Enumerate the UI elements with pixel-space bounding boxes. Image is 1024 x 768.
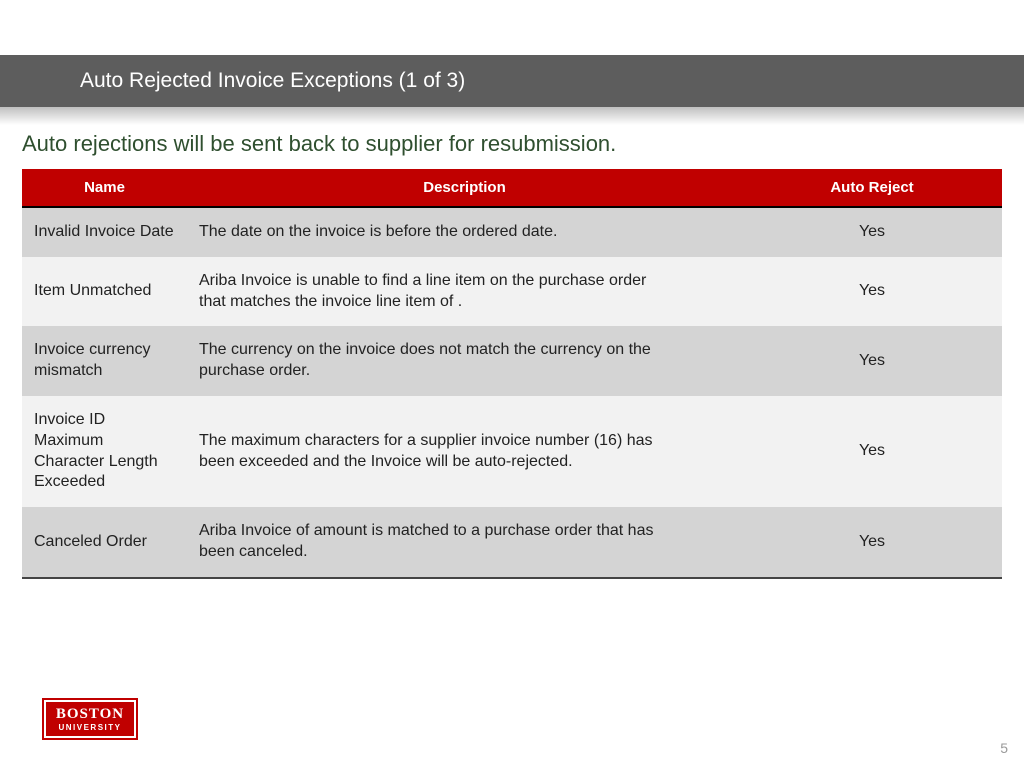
cell-description: The date on the invoice is before the or… — [187, 207, 742, 257]
cell-description: The currency on the invoice does not mat… — [187, 326, 742, 396]
logo-line-1: BOSTON — [56, 707, 124, 722]
title-shadow — [0, 107, 1024, 125]
subtitle: Auto rejections will be sent back to sup… — [0, 125, 1024, 169]
cell-name: Invalid Invoice Date — [22, 207, 187, 257]
title-bar: Auto Rejected Invoice Exceptions (1 of 3… — [0, 55, 1024, 107]
cell-auto-reject: Yes — [742, 396, 1002, 507]
cell-name: Invoice ID Maximum Character Length Exce… — [22, 396, 187, 507]
cell-description: The maximum characters for a supplier in… — [187, 396, 742, 507]
boston-university-logo: BOSTON UNIVERSITY — [42, 698, 138, 740]
table-row: Invalid Invoice Date The date on the inv… — [22, 207, 1002, 257]
logo-line-2: UNIVERSITY — [58, 724, 121, 732]
cell-auto-reject: Yes — [742, 257, 1002, 327]
cell-auto-reject: Yes — [742, 507, 1002, 578]
table-row: Invoice currency mismatch The currency o… — [22, 326, 1002, 396]
col-header-name: Name — [22, 169, 187, 207]
table-row: Canceled Order Ariba Invoice of amount i… — [22, 507, 1002, 578]
page-number: 5 — [1000, 740, 1008, 756]
top-spacer — [0, 0, 1024, 55]
col-header-auto-reject: Auto Reject — [742, 169, 1002, 207]
cell-name: Canceled Order — [22, 507, 187, 578]
cell-name: Invoice currency mismatch — [22, 326, 187, 396]
cell-auto-reject: Yes — [742, 326, 1002, 396]
slide-title: Auto Rejected Invoice Exceptions (1 of 3… — [80, 69, 465, 93]
col-header-description: Description — [187, 169, 742, 207]
cell-description: Ariba Invoice of amount is matched to a … — [187, 507, 742, 578]
table-row: Item Unmatched Ariba Invoice is unable t… — [22, 257, 1002, 327]
table-row: Invoice ID Maximum Character Length Exce… — [22, 396, 1002, 507]
exceptions-table: Name Description Auto Reject Invalid Inv… — [22, 169, 1002, 579]
cell-description: Ariba Invoice is unable to find a line i… — [187, 257, 742, 327]
cell-name: Item Unmatched — [22, 257, 187, 327]
table-header-row: Name Description Auto Reject — [22, 169, 1002, 207]
cell-auto-reject: Yes — [742, 207, 1002, 257]
